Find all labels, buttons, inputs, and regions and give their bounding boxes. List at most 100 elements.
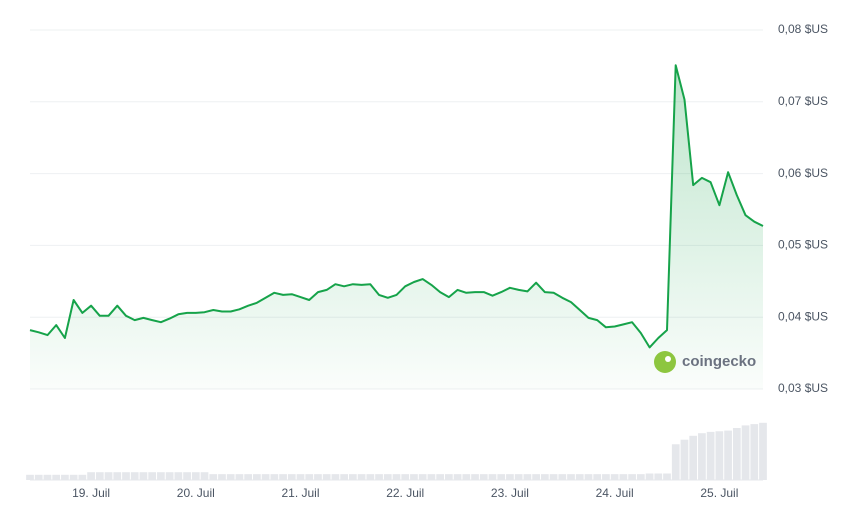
y-tick-label: 0,06 $US	[778, 166, 828, 180]
x-tick-label: 20. Juil	[177, 486, 215, 500]
volume-bar	[244, 474, 253, 480]
volume-bar	[218, 474, 226, 480]
volume-bar	[610, 474, 619, 480]
volume-bar	[444, 474, 453, 480]
volume-bar	[253, 474, 261, 480]
volume-bar	[52, 474, 61, 480]
volume-bar	[261, 474, 270, 480]
volume-bar	[366, 474, 375, 480]
volume-bar	[732, 428, 741, 480]
volume-bar	[523, 474, 532, 480]
volume-bar	[322, 474, 331, 480]
y-tick-label: 0,08 $US	[778, 22, 828, 36]
volume-bar	[392, 474, 401, 480]
volume-bar	[619, 474, 628, 480]
volume-bar	[575, 474, 584, 480]
volume-bar	[663, 473, 671, 480]
volume-bar	[148, 472, 157, 480]
volume-bar	[418, 474, 427, 480]
volume-bar	[514, 474, 523, 480]
x-tick-label: 23. Juil	[491, 486, 529, 500]
volume-bar	[680, 439, 689, 480]
volume-bar	[270, 474, 279, 480]
x-tick-label: 25. Juil	[700, 486, 738, 500]
volume-bar	[104, 472, 113, 480]
volume-bar	[349, 474, 357, 480]
volume-bar	[479, 474, 488, 480]
volume-bar	[593, 474, 602, 480]
volume-bar	[305, 474, 314, 480]
volume-bar	[130, 472, 139, 480]
volume-bar	[26, 474, 34, 480]
volume-bar	[645, 473, 654, 480]
volume-bar	[113, 472, 122, 480]
volume-bar	[759, 422, 767, 480]
y-tick-label: 0,05 $US	[778, 238, 828, 252]
volume-bar	[427, 474, 436, 480]
volume-bar	[200, 472, 209, 480]
y-tick-label: 0,07 $US	[778, 94, 828, 108]
volume-bar	[235, 474, 244, 480]
volume-bar	[436, 474, 444, 480]
volume-bar	[95, 472, 104, 480]
x-tick-label: 19. Juil	[72, 486, 110, 500]
volume-bar	[750, 424, 759, 480]
volume-bar	[287, 474, 296, 480]
volume-bar	[314, 474, 322, 480]
volume-bar	[357, 474, 366, 480]
volume-bar	[689, 435, 698, 480]
volume-bar	[628, 474, 636, 480]
x-tick-label: 24. Juil	[596, 486, 634, 500]
y-tick-label: 0,03 $US	[778, 381, 828, 395]
volume-bar	[383, 474, 392, 480]
volume-bar	[671, 444, 680, 480]
volume-bar	[488, 474, 497, 480]
volume-bar	[410, 474, 418, 480]
volume-bar	[453, 474, 462, 480]
volume-bar	[549, 474, 558, 480]
volume-bar	[69, 474, 78, 480]
volume-bar	[174, 472, 183, 480]
volume-bar	[157, 472, 165, 480]
volume-bar	[724, 430, 732, 480]
volume-bar	[61, 474, 69, 480]
volume-bar	[567, 474, 575, 480]
volume-bar	[183, 472, 191, 480]
volume-bar	[462, 474, 471, 480]
x-tick-label: 22. Juil	[386, 486, 424, 500]
volume-bar	[741, 425, 750, 480]
volume-bar	[139, 472, 148, 480]
volume-bar	[540, 474, 549, 480]
volume-bar	[584, 474, 593, 480]
y-tick-label: 0,04 $US	[778, 309, 828, 323]
volume-bar	[43, 474, 52, 480]
volume-bar	[375, 474, 383, 480]
volume-bar	[122, 472, 130, 480]
volume-bar	[558, 474, 567, 480]
price-area	[30, 65, 763, 389]
volume-bar	[34, 474, 43, 480]
volume-bar	[226, 474, 235, 480]
volume-bar	[706, 431, 715, 480]
volume-bar	[191, 472, 200, 480]
volume-bar	[331, 474, 340, 480]
volume-bar	[401, 474, 410, 480]
volume-bar	[279, 474, 287, 480]
watermark: coingecko	[682, 353, 756, 370]
price-line	[29, 64, 764, 349]
volume-bar	[636, 474, 645, 480]
volume-bar	[78, 474, 87, 480]
volume-bar	[715, 431, 724, 480]
volume-bar	[471, 474, 479, 480]
volume-bar	[87, 472, 95, 480]
volume-bar	[698, 433, 706, 480]
volume-bar	[340, 474, 349, 480]
volume-bar	[532, 474, 540, 480]
volume-bar	[165, 472, 174, 480]
volume-bar	[506, 474, 514, 480]
watermark-logo	[654, 351, 676, 373]
volume-bar	[209, 474, 218, 480]
volume-bar	[296, 474, 305, 480]
